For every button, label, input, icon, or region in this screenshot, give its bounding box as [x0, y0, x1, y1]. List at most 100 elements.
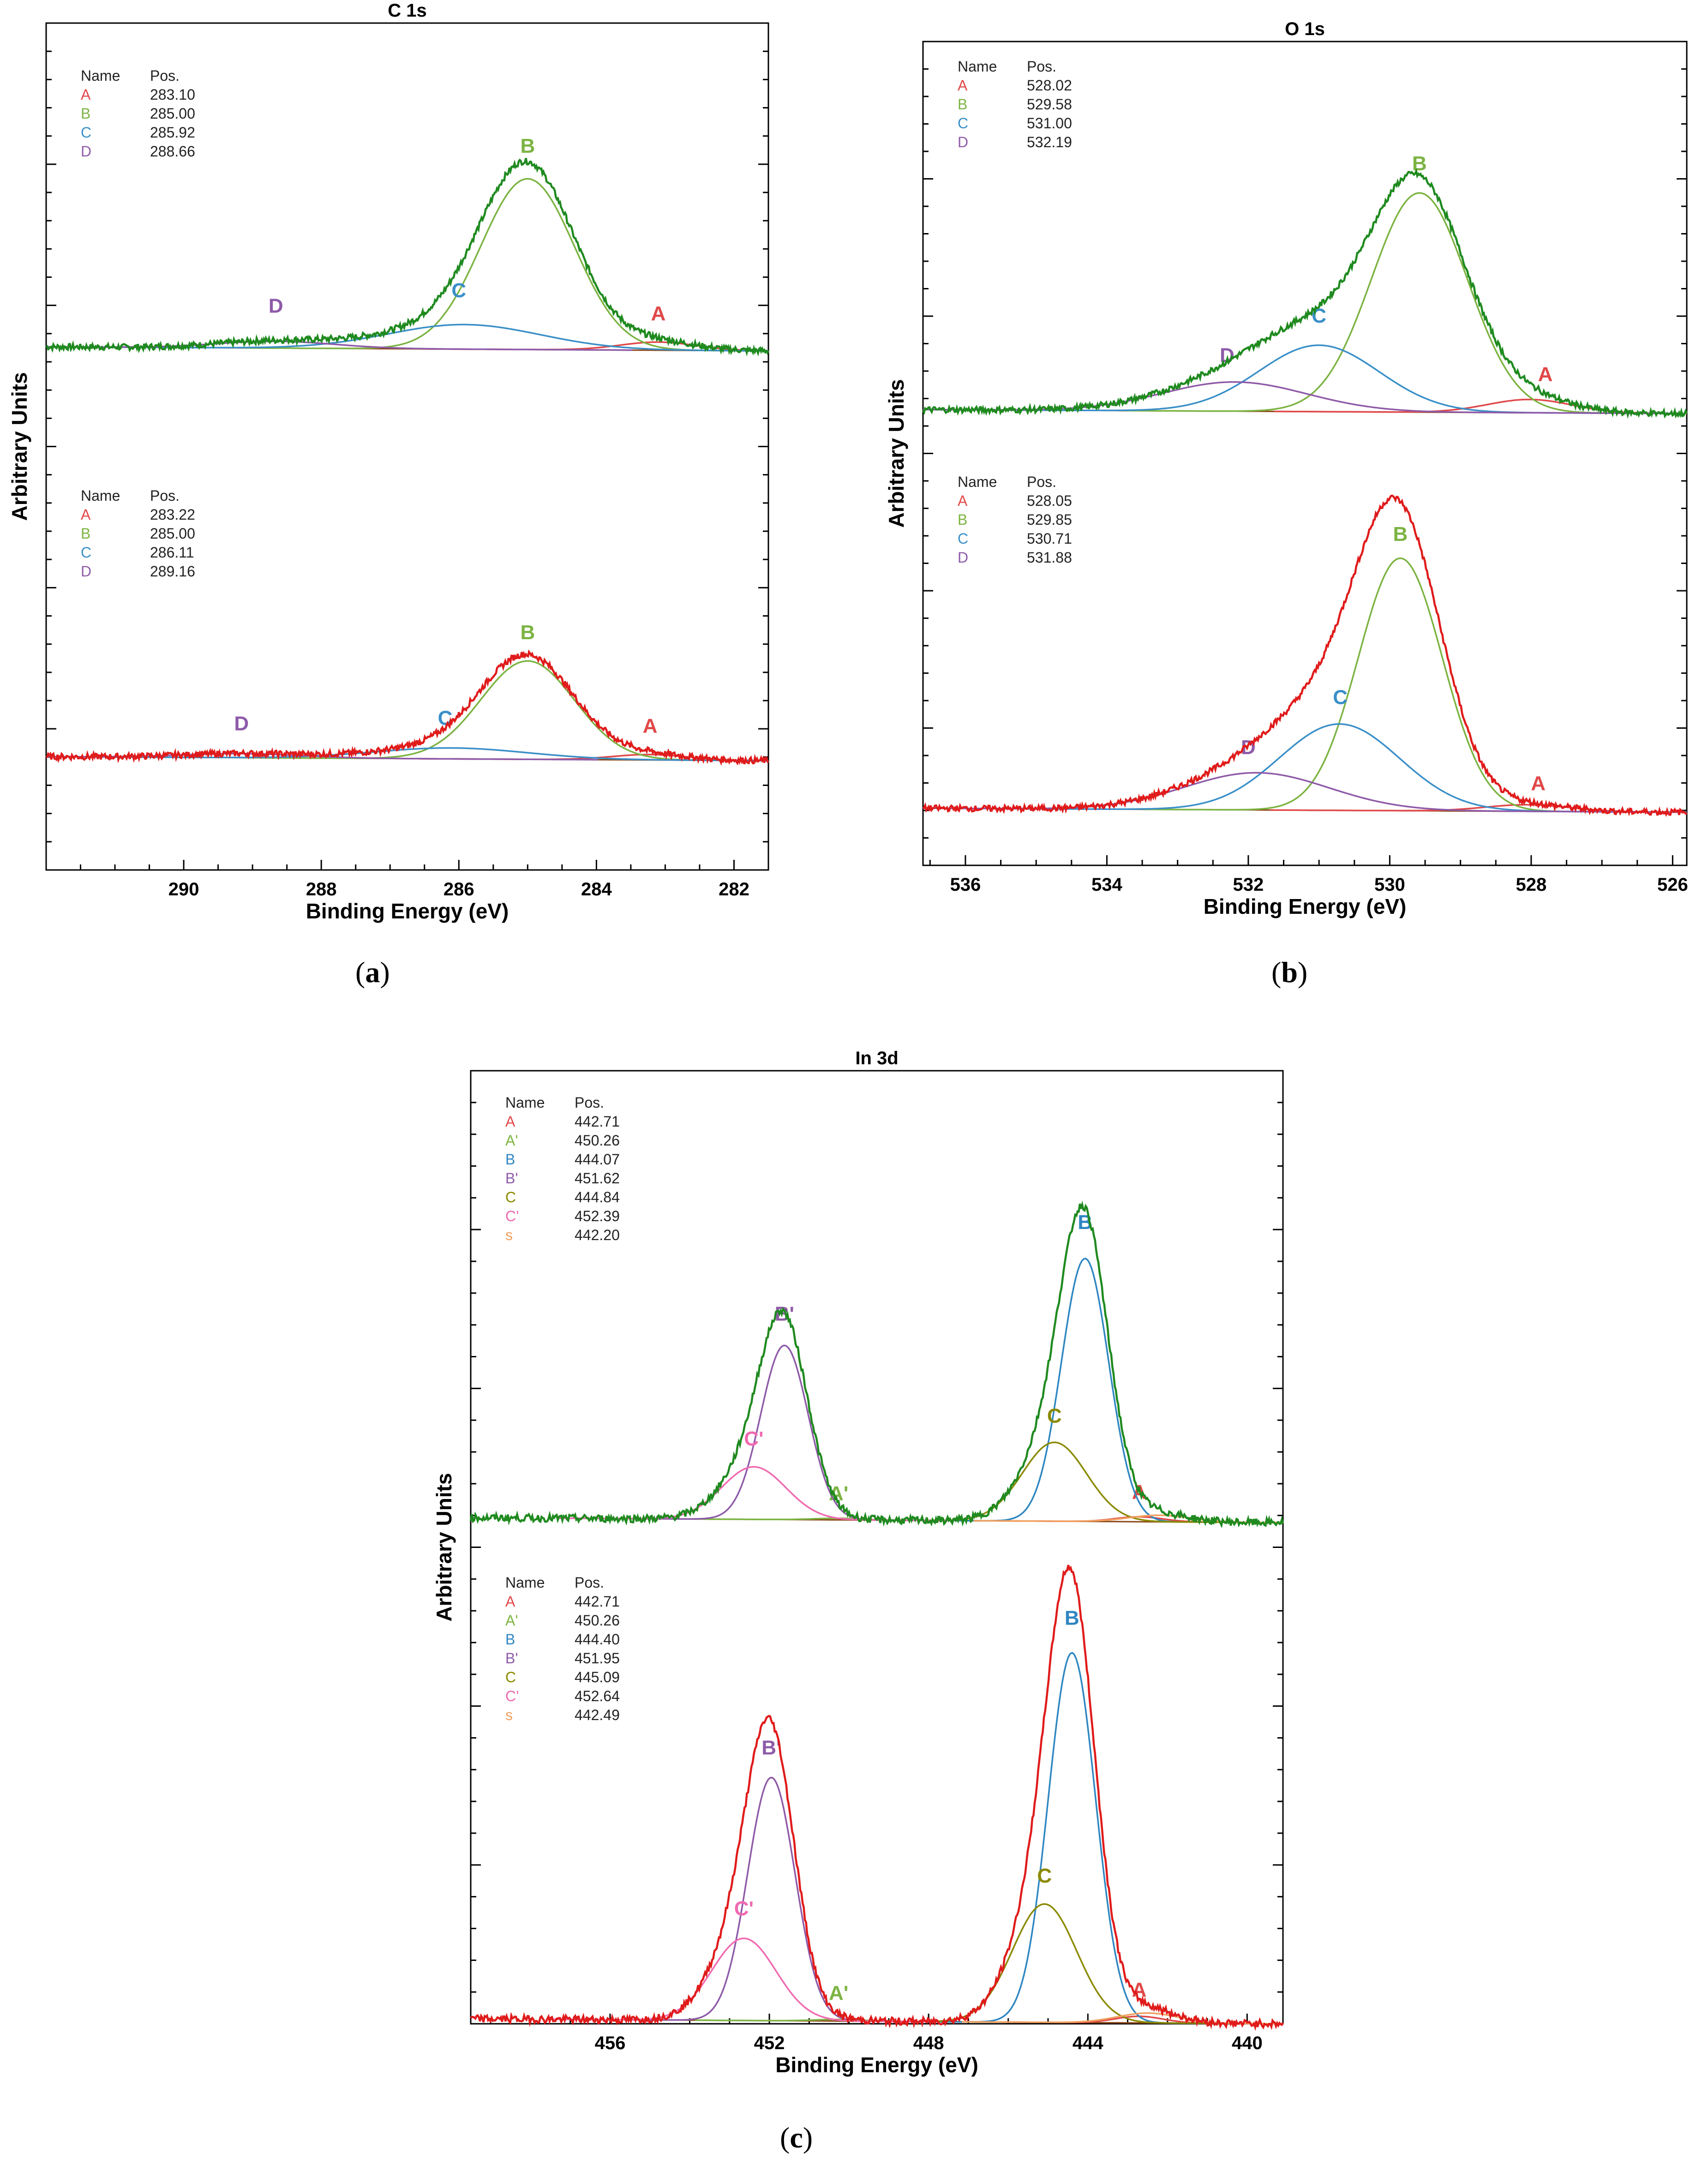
table-header-name: Name — [81, 67, 120, 84]
table-row-pos: 442.20 — [575, 1227, 620, 1243]
peak-label-A: A — [1531, 772, 1546, 795]
table-row-name: B — [958, 511, 967, 528]
caption-c: (c) — [780, 2121, 813, 2154]
peak-label-B: B — [1412, 152, 1427, 175]
table-header-name: Name — [505, 1094, 545, 1111]
x-tick-label: 526 — [1657, 875, 1688, 895]
peak-label-Cprime: C' — [744, 1427, 763, 1450]
component-curve-B — [242, 178, 768, 352]
table-row-name: C' — [505, 1208, 519, 1224]
component-curve-Cprime — [557, 1466, 951, 1522]
table-row-name: C — [958, 530, 968, 547]
table-row-pos: 283.22 — [150, 506, 195, 523]
peak-label-Bprime: B' — [775, 1303, 794, 1325]
table-row-name: C' — [505, 1688, 519, 1704]
table-row-pos: 451.95 — [575, 1650, 620, 1667]
table-row-pos: 450.26 — [575, 1132, 620, 1149]
table-header-pos: Pos. — [575, 1094, 604, 1111]
peak-label-D: D — [269, 294, 283, 317]
x-tick-label: 530 — [1374, 875, 1405, 895]
component-curve-C — [859, 1441, 1250, 1523]
component-curve-Bprime — [627, 1776, 916, 2022]
component-curve-C — [848, 1903, 1241, 2025]
table-row-name: C — [81, 544, 91, 561]
table-header-pos: Pos. — [150, 487, 180, 504]
envelope-curve — [470, 1565, 1284, 2031]
x-tick-label: 528 — [1516, 875, 1546, 895]
peak-label-C: C — [1333, 686, 1348, 709]
table-row-pos: 532.19 — [1027, 134, 1072, 150]
fit-table: Name Pos. A 442.71 A' 450.26 B 444.40 B' 451.95 C 4… — [505, 1574, 620, 1723]
peak-label-C: C — [451, 279, 466, 302]
table-row-pos: 530.71 — [1027, 530, 1072, 547]
x-tick-label: 456 — [595, 2033, 626, 2053]
component-curve-Bprime — [641, 1344, 929, 1522]
fit-table: Name Pos. A 283.10 B 285.00 C 285.92 D 288.66 — [81, 67, 195, 160]
table-row-pos: 445.09 — [575, 1669, 620, 1685]
spectrum-in3d-0: AA'BB'CC'Name Pos.A 442.71A' 450.26B 444.07B… — [469, 1094, 1284, 1529]
y-axis-label: Arbitrary Units — [432, 1473, 456, 1621]
y-axis-label: Arbitrary Units — [7, 372, 31, 521]
table-row-pos: 285.00 — [150, 525, 195, 542]
table-header-pos: Pos. — [1027, 58, 1056, 75]
component-curve-B — [1143, 557, 1658, 813]
table-row-name: D — [81, 143, 91, 160]
table-row-pos: 444.40 — [575, 1631, 620, 1648]
table-row-name: A' — [505, 1132, 518, 1149]
plot-frame — [922, 41, 1688, 866]
table-header-pos: Pos. — [1027, 474, 1056, 490]
table-header-pos: Pos. — [575, 1574, 604, 1591]
table-row-pos: 531.88 — [1027, 549, 1072, 566]
table-row-pos: 444.84 — [575, 1189, 620, 1205]
x-tick-label: 448 — [913, 2033, 944, 2053]
table-header-pos: Pos. — [150, 67, 180, 84]
table-row-name: B — [505, 1151, 515, 1168]
x-tick-label: 534 — [1091, 875, 1122, 895]
peak-label-B: B — [1393, 523, 1408, 546]
table-row-pos: 442.71 — [575, 1593, 620, 1610]
table-row-pos: 444.07 — [575, 1151, 620, 1168]
table-row-pos: 285.00 — [150, 105, 195, 122]
y-axis-label: Arbitrary Units — [884, 379, 908, 528]
table-row-pos: 452.64 — [575, 1688, 620, 1704]
fit-table: Name Pos. A 283.22 B 285.00 C 286.11 D 289.16 — [81, 487, 195, 580]
caption-a: (a) — [355, 956, 390, 989]
table-header-name: Name — [81, 487, 120, 504]
peak-label-A: A — [1132, 1979, 1147, 2001]
x-tick-label: 288 — [306, 879, 337, 900]
table-row-name: A — [505, 1593, 515, 1610]
peak-label-B: B — [520, 135, 535, 157]
table-header-name: Name — [958, 58, 997, 75]
table-row-name: C — [81, 124, 91, 141]
peak-label-B: B — [520, 621, 535, 644]
chart-c1s: C 1s Binding Energy (eV) Arbitrary Units 29… — [7, 0, 769, 923]
component-curve-B — [941, 1258, 1229, 1523]
table-row-name: D — [81, 563, 91, 580]
table-row-name: A — [81, 506, 91, 523]
peak-label-A: A — [651, 302, 666, 325]
chart-title: C 1s — [388, 0, 427, 21]
table-row-name: B — [81, 525, 90, 542]
fit-table: Name Pos. A 442.71 A' 450.26 B 444.07 B' 451.62 C 4… — [505, 1094, 620, 1243]
table-row-name: A — [958, 77, 968, 94]
table-row-name: A — [81, 86, 91, 103]
table-row-pos: 283.10 — [150, 86, 195, 103]
component-curve-D — [923, 772, 1687, 813]
x-axis-label: Binding Energy (eV) — [775, 2053, 978, 2077]
x-tick-label: 440 — [1232, 2033, 1263, 2053]
component-curve-C — [46, 747, 768, 762]
peak-label-B: B — [1065, 1607, 1079, 1630]
x-axis-label: Binding Energy (eV) — [306, 899, 509, 923]
x-tick-label: 536 — [950, 875, 981, 895]
table-row-pos: 285.92 — [150, 124, 195, 141]
table-row-pos: 288.66 — [150, 143, 195, 160]
component-curve-D — [923, 381, 1676, 414]
peak-label-Cprime: C' — [734, 1897, 754, 1920]
table-row-pos: 289.16 — [150, 563, 195, 580]
x-tick-label: 282 — [719, 879, 749, 900]
table-row-pos: 286.11 — [150, 544, 194, 561]
